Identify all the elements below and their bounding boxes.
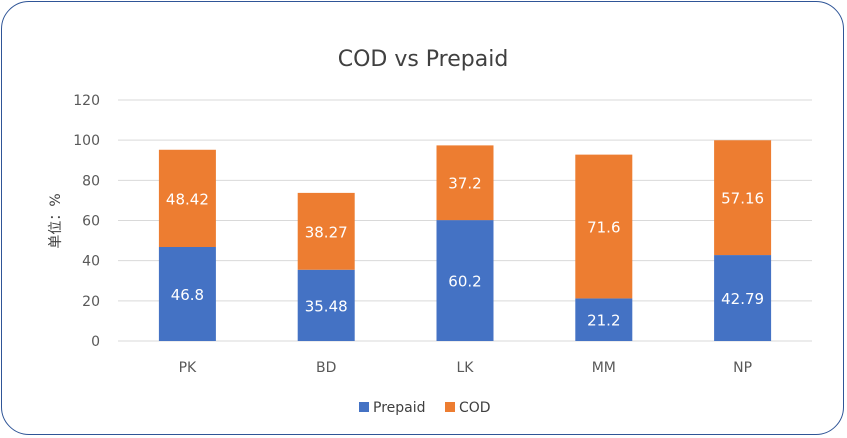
data-label: 46.8	[171, 286, 204, 304]
data-label: 48.42	[166, 190, 209, 208]
legend: Prepaid COD	[359, 400, 491, 416]
data-label: 37.2	[448, 175, 481, 193]
bar-prepaid-np	[714, 255, 772, 341]
legend-swatch-cod	[445, 402, 455, 412]
data-label: 57.16	[721, 190, 764, 208]
bar-prepaid-lk	[436, 220, 494, 341]
x-tick-label: MM	[592, 360, 616, 376]
bars: 46.8 48.42 35.48 38.27 60.2 37.2 21.2 71.6 42.79…	[158, 140, 772, 341]
data-label: 42.79	[721, 290, 764, 308]
y-tick-label: 100	[73, 133, 100, 149]
y-tick-label: 60	[82, 214, 100, 230]
x-tick-label: LK	[457, 360, 475, 376]
data-label: 35.48	[305, 297, 348, 315]
legend-label-prepaid: Prepaid	[373, 400, 426, 416]
bar-cod-lk	[436, 145, 494, 221]
data-label: 38.27	[305, 223, 348, 241]
bar-cod-mm	[575, 154, 633, 299]
bar-cod-np	[714, 140, 772, 256]
bar-cod-bd	[297, 192, 355, 270]
x-tick-label: NP	[733, 360, 752, 376]
bar-prepaid-pk	[158, 247, 216, 341]
x-tick-label: PK	[179, 360, 197, 376]
y-axis-label: 单位：%	[48, 193, 64, 248]
y-tick-label: 40	[82, 254, 100, 270]
data-label: 71.6	[587, 219, 620, 237]
y-tick-label: 0	[91, 334, 100, 350]
bar-prepaid-bd	[297, 269, 355, 341]
chart-title: COD vs Prepaid	[338, 47, 509, 72]
data-label: 60.2	[448, 273, 481, 291]
x-axis-ticks: PK BD LK MM NP	[179, 360, 752, 376]
x-tick-label: BD	[316, 360, 336, 376]
data-label: 21.2	[587, 312, 620, 330]
y-tick-label: 120	[73, 93, 100, 109]
bar-cod-pk	[158, 149, 216, 248]
legend-label-cod: COD	[459, 400, 491, 416]
legend-swatch-prepaid	[359, 402, 369, 412]
bar-prepaid-mm	[575, 298, 633, 341]
y-axis-ticks: 0 20 40 60 80 100 120	[73, 93, 100, 350]
y-tick-label: 80	[82, 173, 100, 189]
y-tick-label: 20	[82, 294, 100, 310]
